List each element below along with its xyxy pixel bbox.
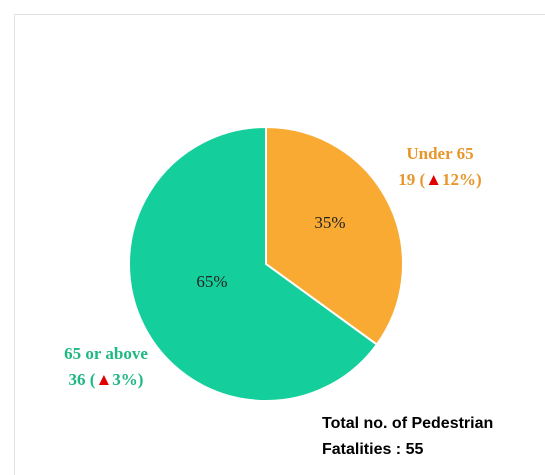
detail-part: ▲	[95, 370, 112, 389]
category-label: 65 or above	[64, 344, 148, 363]
detail-label: 19 (▲12%)	[398, 170, 481, 189]
category-label: Under 65	[406, 144, 473, 163]
slice-label: 65%	[196, 272, 227, 291]
detail-part: ▲	[425, 170, 442, 189]
detail-part: 12%)	[442, 170, 482, 189]
pie-slice	[128, 125, 379, 402]
pie-slice	[265, 125, 404, 346]
note: Fatalities : 55	[322, 441, 423, 458]
detail-part: 19 (	[398, 170, 425, 189]
note: Total no. of Pedestrian	[322, 415, 493, 432]
detail-label: 36 (▲3%)	[69, 370, 144, 389]
detail-part: 36 (	[69, 370, 96, 389]
detail-part: 3%)	[112, 370, 143, 389]
slice-label: 35%	[314, 213, 345, 232]
